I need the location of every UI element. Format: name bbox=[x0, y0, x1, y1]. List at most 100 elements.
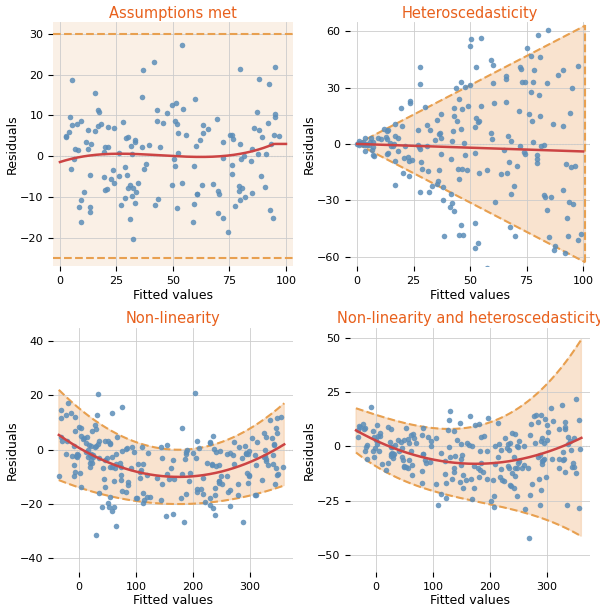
Point bbox=[565, 109, 575, 118]
Point bbox=[215, 478, 224, 488]
Point bbox=[493, 419, 502, 428]
Point bbox=[476, 101, 486, 110]
Point bbox=[170, 161, 179, 170]
Point bbox=[546, 192, 556, 202]
Point bbox=[74, 422, 83, 432]
Point bbox=[266, 205, 275, 215]
Point bbox=[399, 462, 409, 471]
Point bbox=[441, 493, 451, 503]
Point bbox=[386, 449, 395, 459]
Point bbox=[387, 449, 397, 459]
Point bbox=[198, 120, 208, 130]
Point bbox=[271, 109, 280, 119]
Point bbox=[236, 154, 246, 164]
Point bbox=[489, 491, 499, 501]
Point bbox=[167, 180, 177, 190]
Point bbox=[443, 425, 453, 435]
Point bbox=[436, 448, 446, 458]
Point bbox=[548, 119, 558, 129]
Point bbox=[130, 198, 140, 208]
Point bbox=[532, 154, 542, 164]
Point bbox=[501, 74, 511, 84]
Point bbox=[218, 213, 227, 223]
Point bbox=[272, 428, 281, 438]
Point bbox=[426, 441, 436, 451]
Point bbox=[112, 432, 121, 442]
Point bbox=[401, 462, 411, 472]
Point bbox=[533, 417, 542, 427]
Point bbox=[568, 199, 578, 208]
Point bbox=[100, 482, 110, 492]
Point bbox=[269, 440, 279, 450]
Point bbox=[241, 448, 251, 458]
Point bbox=[248, 188, 257, 198]
Point bbox=[130, 135, 139, 145]
Point bbox=[383, 422, 393, 432]
Point bbox=[70, 441, 79, 451]
Point bbox=[488, 61, 497, 70]
Point bbox=[244, 471, 254, 481]
Point bbox=[563, 432, 572, 442]
Point bbox=[394, 133, 403, 143]
Point bbox=[260, 451, 269, 460]
Point bbox=[499, 476, 509, 486]
Point bbox=[154, 194, 163, 204]
Point bbox=[406, 446, 416, 456]
Point bbox=[398, 169, 408, 178]
Point bbox=[450, 451, 460, 461]
Point bbox=[218, 153, 228, 162]
Point bbox=[76, 482, 86, 492]
Point bbox=[530, 438, 540, 447]
Point bbox=[107, 462, 117, 472]
Point bbox=[210, 490, 220, 500]
Point bbox=[449, 426, 459, 436]
Point bbox=[171, 98, 181, 108]
Point bbox=[419, 423, 428, 433]
Point bbox=[542, 205, 551, 215]
Point bbox=[496, 464, 505, 474]
Point bbox=[268, 451, 278, 460]
Point bbox=[362, 440, 371, 450]
Point bbox=[515, 62, 524, 72]
Point bbox=[209, 444, 219, 454]
Point bbox=[452, 435, 462, 445]
Point bbox=[479, 432, 489, 441]
Point bbox=[270, 112, 280, 122]
Point bbox=[436, 133, 446, 143]
Point bbox=[473, 238, 482, 248]
Point bbox=[550, 241, 560, 251]
X-axis label: Fitted values: Fitted values bbox=[133, 289, 213, 302]
Point bbox=[69, 460, 79, 470]
Point bbox=[469, 483, 479, 493]
Point bbox=[520, 149, 530, 159]
Point bbox=[526, 51, 536, 61]
Point bbox=[252, 437, 262, 447]
Point bbox=[418, 449, 428, 459]
Point bbox=[234, 186, 244, 196]
Point bbox=[358, 137, 367, 147]
Point bbox=[571, 468, 580, 478]
Point bbox=[272, 470, 281, 479]
Point bbox=[100, 142, 110, 152]
Point bbox=[571, 394, 581, 404]
Point bbox=[554, 454, 563, 464]
Point bbox=[274, 132, 283, 142]
Point bbox=[61, 131, 71, 140]
Point bbox=[373, 420, 382, 430]
Point bbox=[394, 435, 403, 444]
X-axis label: Fitted values: Fitted values bbox=[430, 289, 510, 302]
Point bbox=[57, 436, 67, 446]
Point bbox=[223, 449, 232, 459]
Point bbox=[223, 471, 232, 481]
Point bbox=[76, 432, 86, 441]
Point bbox=[67, 75, 77, 85]
Point bbox=[251, 490, 261, 500]
Point bbox=[411, 438, 421, 447]
Point bbox=[430, 135, 440, 145]
Point bbox=[470, 243, 480, 253]
Point bbox=[111, 449, 121, 459]
Point bbox=[452, 116, 462, 126]
Point bbox=[104, 502, 114, 512]
Point bbox=[512, 491, 522, 501]
Point bbox=[260, 446, 269, 455]
